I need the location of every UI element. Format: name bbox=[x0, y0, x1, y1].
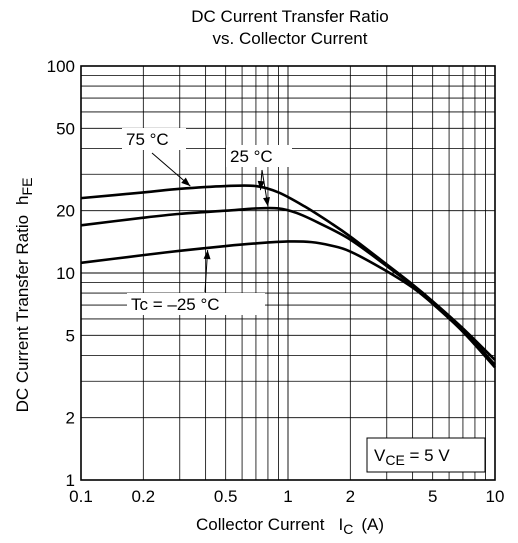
x-tick-label: 10 bbox=[486, 487, 505, 506]
y-tick-label: 5 bbox=[66, 326, 75, 345]
x-tick-label: 0.5 bbox=[214, 487, 238, 506]
x-tick-label: 0.1 bbox=[69, 487, 93, 506]
series-line-2 bbox=[80, 240, 496, 369]
annotation-label: 75 °C bbox=[126, 130, 169, 149]
condition-subscript: CE bbox=[385, 452, 404, 468]
series-lines bbox=[80, 184, 496, 369]
annotation-arrowhead bbox=[203, 250, 211, 260]
y-tick-label: 2 bbox=[66, 409, 75, 428]
y-tick-label: 10 bbox=[56, 264, 75, 283]
y-axis-label: DC Current Transfer RatiohFE bbox=[13, 178, 35, 413]
y-tick-label: 50 bbox=[56, 119, 75, 138]
annotation-arrowhead bbox=[257, 180, 265, 191]
annotation-label: Tc = –25 °C bbox=[131, 295, 220, 314]
chart-title-line1: DC Current Transfer Ratio bbox=[191, 7, 388, 26]
annotation-label: 25 °C bbox=[230, 147, 273, 166]
annotation-arrowhead bbox=[263, 197, 270, 207]
annotation-bg bbox=[226, 145, 292, 167]
y-tick-labels: 1 2 5 10 20 50 100 bbox=[47, 57, 75, 490]
annotation-bg bbox=[122, 128, 186, 150]
condition-value: = 5 V bbox=[405, 446, 451, 465]
y-tick-label: 1 bbox=[66, 471, 75, 490]
x-tick-label: 1 bbox=[283, 487, 292, 506]
x-tick-labels: 0.1 0.2 0.5 1 2 5 10 bbox=[69, 487, 504, 506]
chart-title-line2: vs. Collector Current bbox=[213, 29, 368, 48]
condition-box: VCE = 5 V bbox=[366, 437, 486, 473]
x-tick-label: 2 bbox=[346, 487, 355, 506]
plot-frame bbox=[80, 65, 496, 481]
condition-symbol: V bbox=[374, 446, 386, 465]
y-tick-label: 20 bbox=[56, 202, 75, 221]
x-axis-label: Collector Current IC (A) bbox=[196, 515, 384, 537]
x-tick-label: 5 bbox=[428, 487, 437, 506]
annotation-bg bbox=[127, 293, 265, 315]
annotations: 75 °C 25 °C Tc = –25 °C bbox=[122, 128, 292, 315]
x-tick-label: 0.2 bbox=[131, 487, 155, 506]
svg-text:VCE = 5 V: VCE = 5 V bbox=[374, 446, 450, 468]
grid-lines bbox=[81, 66, 495, 480]
y-tick-label: 100 bbox=[47, 57, 75, 76]
annotation-arrowhead bbox=[181, 177, 191, 187]
